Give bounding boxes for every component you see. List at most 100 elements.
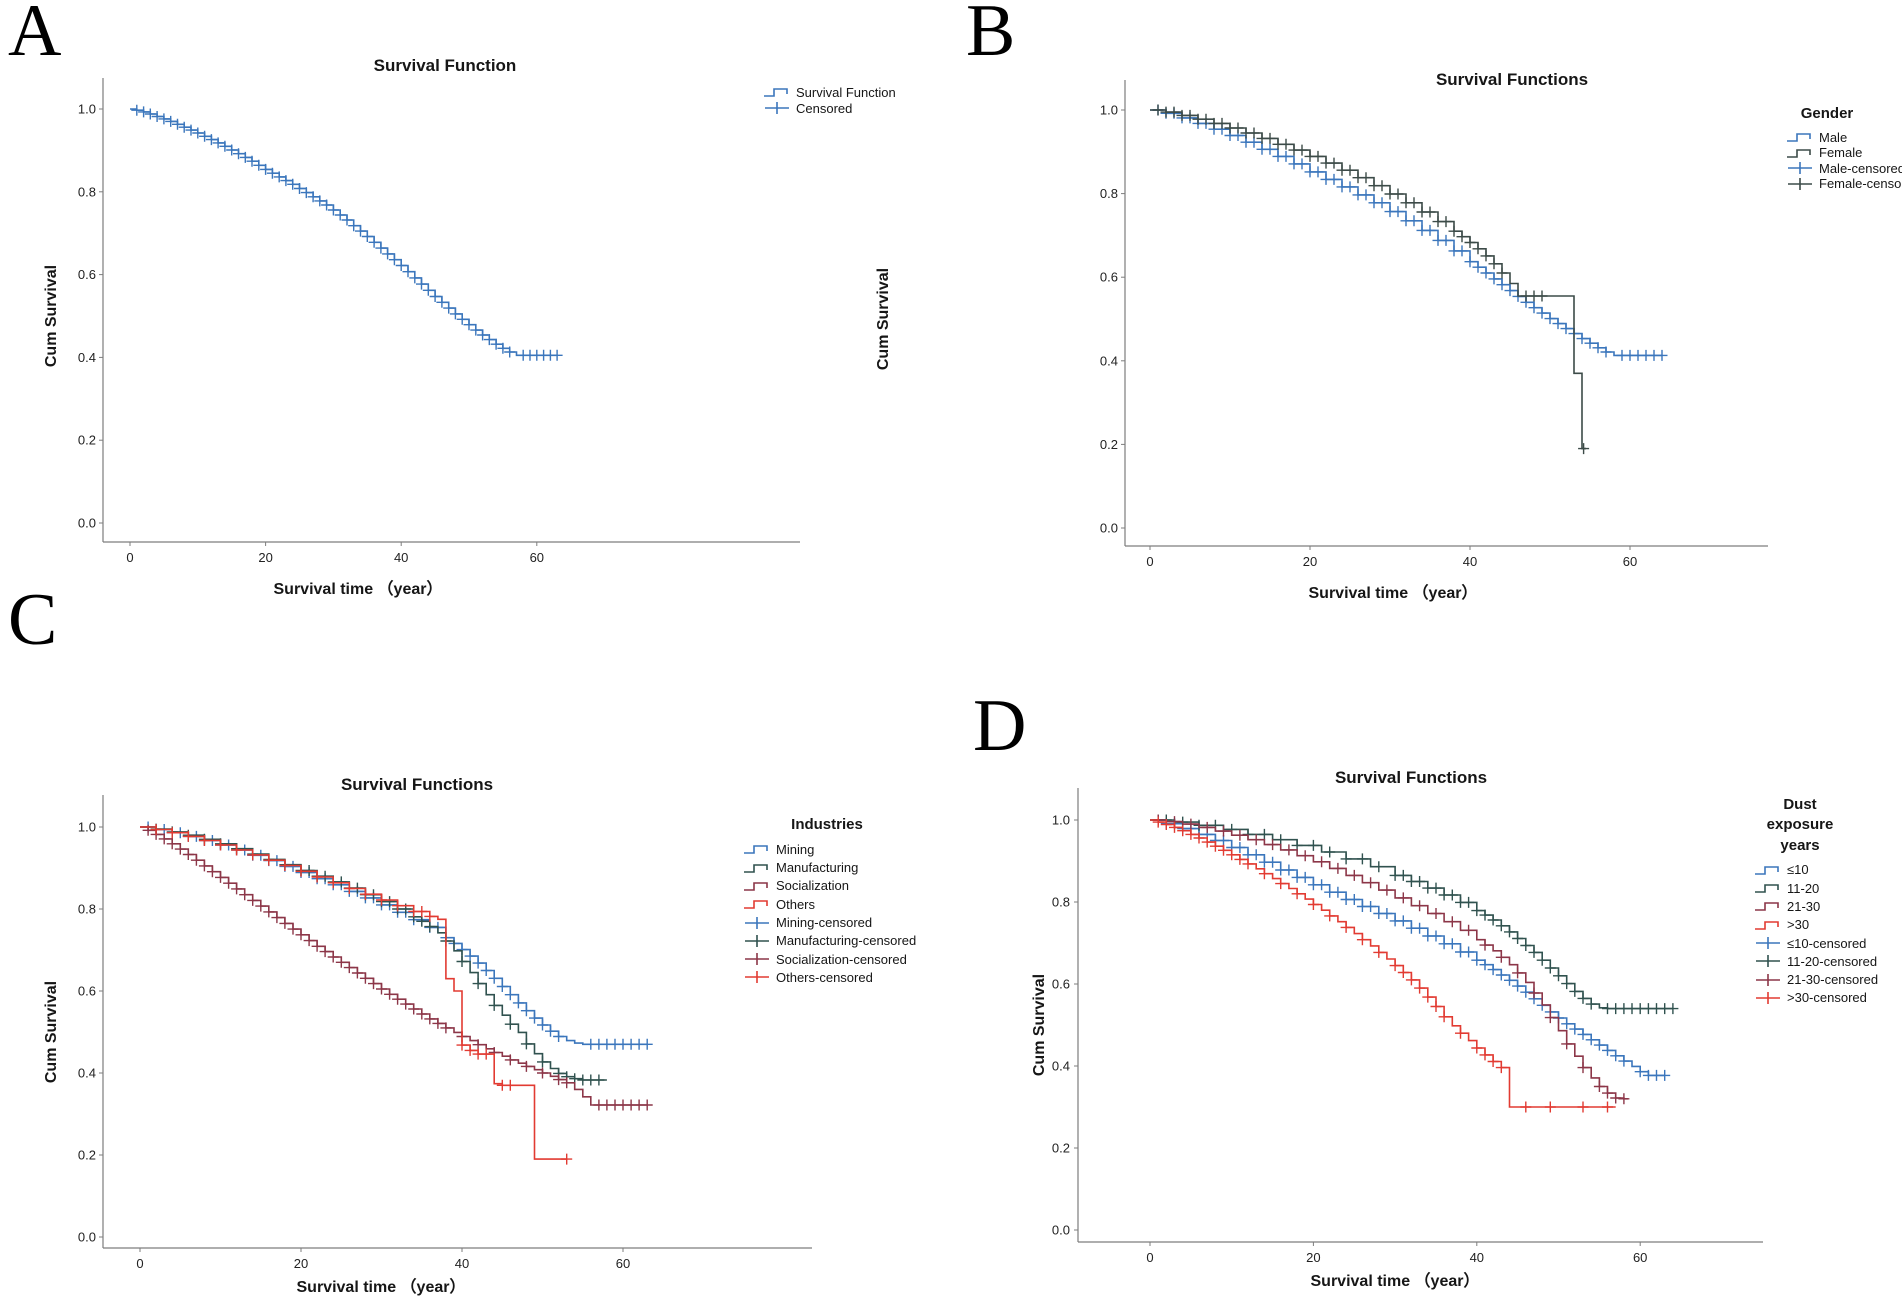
y-tick-label: 0.8 [78,184,96,199]
y-tick-label: 1.0 [1052,813,1070,828]
step-line-icon [744,882,768,891]
survival-curve-manufacturing [140,826,607,1081]
legend-title: Industries [791,816,863,833]
y-tick-label: 0.4 [78,1066,96,1081]
legend-item: Others [743,895,916,913]
censored-plus-icon [765,102,789,114]
censored-plus-icon [745,934,769,947]
y-tick-label: 1.0 [78,102,96,117]
legend-item-label: Others-censored [776,969,873,985]
x-tick-label: 20 [294,1256,308,1271]
censored-plus-icon [1756,937,1780,950]
legend-item: ≤10-censored [1754,934,1878,952]
plot-area: 0.0 0.2 0.4 0.6 0.8 1.0 0 20 40 60 [78,78,800,565]
step-line-icon [744,900,768,910]
y-tick-label: 0.6 [78,984,96,999]
legend-item: Survival Function [763,84,896,100]
x-tick-label: 40 [394,550,408,565]
chart-title: Survival Function [373,56,517,75]
y-tick-label: 0.4 [1100,353,1118,368]
x-tick-label: 40 [455,1256,469,1271]
legend-item-label: Mining [776,841,815,857]
y-tick-label: 0.0 [1052,1223,1070,1238]
y-tick-label: 0.2 [78,433,96,448]
y-tick-label: 0.2 [78,1148,96,1163]
y-tick-label: 0.8 [1100,186,1118,201]
legend-item-label: Male-censored [1819,160,1902,176]
legend-item-label: 11-20 [1787,880,1820,896]
legend-item: 11-20 [1754,879,1878,897]
x-tick-label: 0 [136,1256,143,1271]
y-tick-label: 0.8 [78,902,96,917]
y-tick-label: 0.6 [1052,977,1070,992]
axis-spines [1124,80,1768,547]
y-tick-label: 0.0 [78,1230,96,1245]
x-tick-label: 20 [258,550,272,565]
censor-marks--30 [1152,816,1613,1113]
censored-plus-icon [1756,991,1780,1004]
survival-curve-female [1150,109,1586,450]
x-tick-label: 20 [1303,554,1317,569]
legend-item-label: Female-censored [1819,176,1902,191]
legend-item-label: Socialization [776,878,849,894]
censored-plus-icon [1788,177,1812,190]
step-line-icon [1787,148,1811,158]
plot-area: 0.0 0.2 0.4 0.6 0.8 1.0 0 20 40 60 [78,795,812,1271]
survival-curve-others [140,826,567,1160]
panel-letter-a: A [8,0,62,72]
legend-item: Socialization-censored [743,950,916,968]
legend-item: ≤10 [1754,861,1878,879]
legend-item-label: Mining-censored [776,915,873,931]
legend-item: Others-censored [743,968,916,986]
survival-curve-mining [140,826,648,1046]
legend-item-label: 11-20-censored [1787,953,1878,969]
survival-curve-male [1150,109,1662,357]
legend-item: Manufacturing-censored [743,932,916,950]
panel-letter-d: D [973,685,1027,767]
x-tick-label: 40 [1463,554,1477,569]
x-axis-title: Survival time （year） [1310,1273,1480,1290]
legend-item: Male-censored [1786,160,1902,176]
step-line-icon [744,863,768,873]
y-tick-label: 0.2 [1052,1141,1070,1156]
legend-item: >30 [1754,916,1878,934]
step-line-icon [744,845,768,855]
step-line-icon [764,88,788,97]
x-tick-label: 0 [1146,554,1153,569]
legend-item: Female-censored [1786,176,1902,192]
legend-item-label: Manufacturing-censored [776,933,917,949]
chart-title: Survival Functions [1334,768,1488,787]
legend: Gender Male Female Male-censored Female-cens… [1786,104,1902,191]
legend-item: Mining-censored [743,913,916,931]
x-axis-title: Survival time （year） [273,581,443,598]
step-line-icon [1755,866,1779,875]
censor-marks-others [150,824,573,1165]
x-tick-label: 60 [616,1256,630,1271]
panel-c: C Survival Functions Cum Survival Surviv… [0,583,951,1309]
step-line-icon [1755,884,1779,893]
legend-item-label: Female [1819,145,1863,160]
censor-marks-manufacturing [150,823,605,1086]
legend-item-label: ≤10 [1787,862,1809,878]
survival-curve-survival-function [130,108,558,357]
survival-curve--10 [1150,819,1665,1077]
legend-item-label: Censored [796,100,853,116]
legend-item: Female [1786,145,1902,161]
panel-a: A Survival Function Cum Survival Surviva… [0,0,951,655]
legend-item: Mining [743,840,916,858]
step-line-icon [1755,920,1779,930]
panel-letter-b: B [966,0,1016,72]
censor-marks-survival-function [131,104,563,361]
y-tick-label: 0.6 [78,267,96,282]
legend-item-label: Socialization-censored [776,951,907,967]
censored-plus-icon [1788,162,1812,174]
plot-area: 0.0 0.2 0.4 0.6 0.8 1.0 0 20 40 60 [1100,80,1768,569]
censor-marks-female [1152,104,1590,455]
legend: Dust exposure years ≤10 11-20 21-30 >30 ≤10-cen… [1754,795,1878,1007]
step-line-icon [1755,902,1779,912]
chart-title: Survival Functions [1435,70,1589,89]
y-tick-label: 0.8 [1052,895,1070,910]
censor-marks-mining [142,821,653,1050]
axis-spines [1077,788,1763,1243]
